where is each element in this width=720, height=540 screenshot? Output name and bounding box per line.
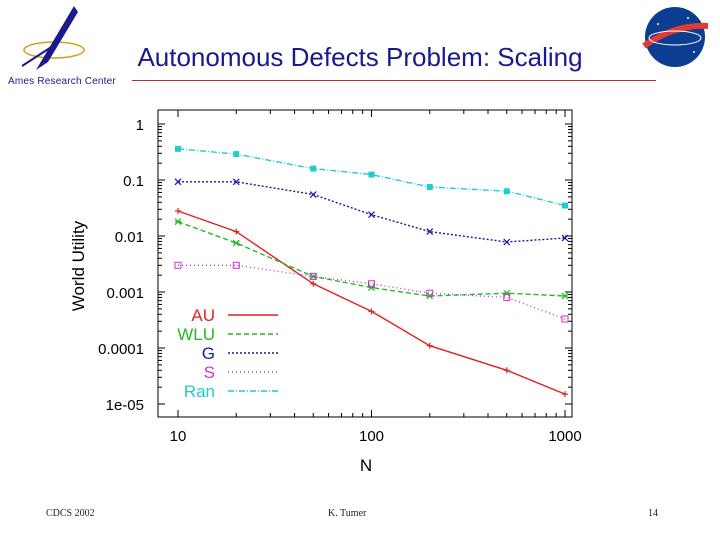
data-point-ran [175, 145, 181, 152]
data-point-g [503, 238, 511, 246]
data-point-au [562, 391, 568, 398]
data-point-au [310, 280, 317, 287]
x-tick-label: 100 [359, 428, 384, 445]
plot-frame [157, 109, 573, 418]
title-divider [132, 80, 656, 81]
footer-page-number: 14 [648, 508, 658, 519]
data-point-ran [426, 183, 433, 190]
y-tick-label: 1 [136, 117, 144, 134]
data-point-s [426, 289, 434, 297]
data-point-au [368, 308, 375, 315]
arrow-icon [36, 6, 78, 70]
data-point-au [175, 207, 181, 214]
data-point-s [561, 315, 569, 323]
footer-author: K. Tumer [328, 508, 367, 519]
data-point-ran [562, 202, 568, 209]
y-tick-label: 1e-05 [106, 397, 144, 414]
data-point-g [232, 178, 240, 186]
x-axis-label: N [360, 456, 372, 475]
slide-title: Autonomous Defects Problem: Scaling [137, 42, 583, 72]
data-point-g [426, 228, 434, 235]
footer-conference: CDCS 2002 [46, 508, 95, 519]
y-axis-label: World Utility [69, 220, 88, 311]
data-point-g [309, 191, 317, 198]
data-point-au [503, 367, 510, 374]
y-tick-label: 0.001 [106, 285, 144, 302]
center-label: Ames Research Center [8, 76, 116, 87]
data-point-s [503, 293, 511, 301]
legend-label-wlu: WLU [177, 325, 215, 344]
data-point-wlu [232, 239, 240, 247]
x-tick-label: 1000 [548, 428, 581, 445]
legend-label-s: S [204, 363, 215, 382]
y-tick-label: 0.0001 [98, 341, 144, 358]
data-point-wlu [503, 289, 511, 297]
data-point-wlu [174, 218, 182, 226]
data-point-s [232, 261, 240, 269]
data-point-au [426, 342, 433, 349]
data-point-au [233, 228, 240, 235]
data-point-s [309, 272, 317, 280]
data-point-s [174, 261, 182, 269]
data-point-ran [503, 188, 510, 195]
legend-label-g: G [202, 344, 215, 363]
data-point-ran [310, 165, 317, 172]
data-point-s [368, 280, 375, 288]
data-point-wlu [368, 284, 375, 291]
data-point-g [561, 234, 569, 242]
data-point-ran [368, 171, 375, 178]
y-tick-label: 0.1 [123, 173, 144, 190]
chart: 1 0.1 0.01 0.001 0.0001 1e-05 10 100 1000 AUWLUG… [69, 109, 582, 475]
ames-logo [14, 4, 106, 81]
legend-label-au: AU [191, 306, 215, 325]
y-tick-label: 0.01 [115, 229, 144, 246]
legend-label-ran: Ran [184, 382, 215, 401]
data-point-g [368, 211, 375, 219]
data-point-wlu [561, 292, 569, 300]
x-tick-label: 10 [170, 428, 187, 445]
nasa-logo [636, 2, 714, 77]
series-line-au [177, 210, 566, 395]
data-point-g [174, 178, 182, 186]
data-point-ran [233, 151, 240, 158]
